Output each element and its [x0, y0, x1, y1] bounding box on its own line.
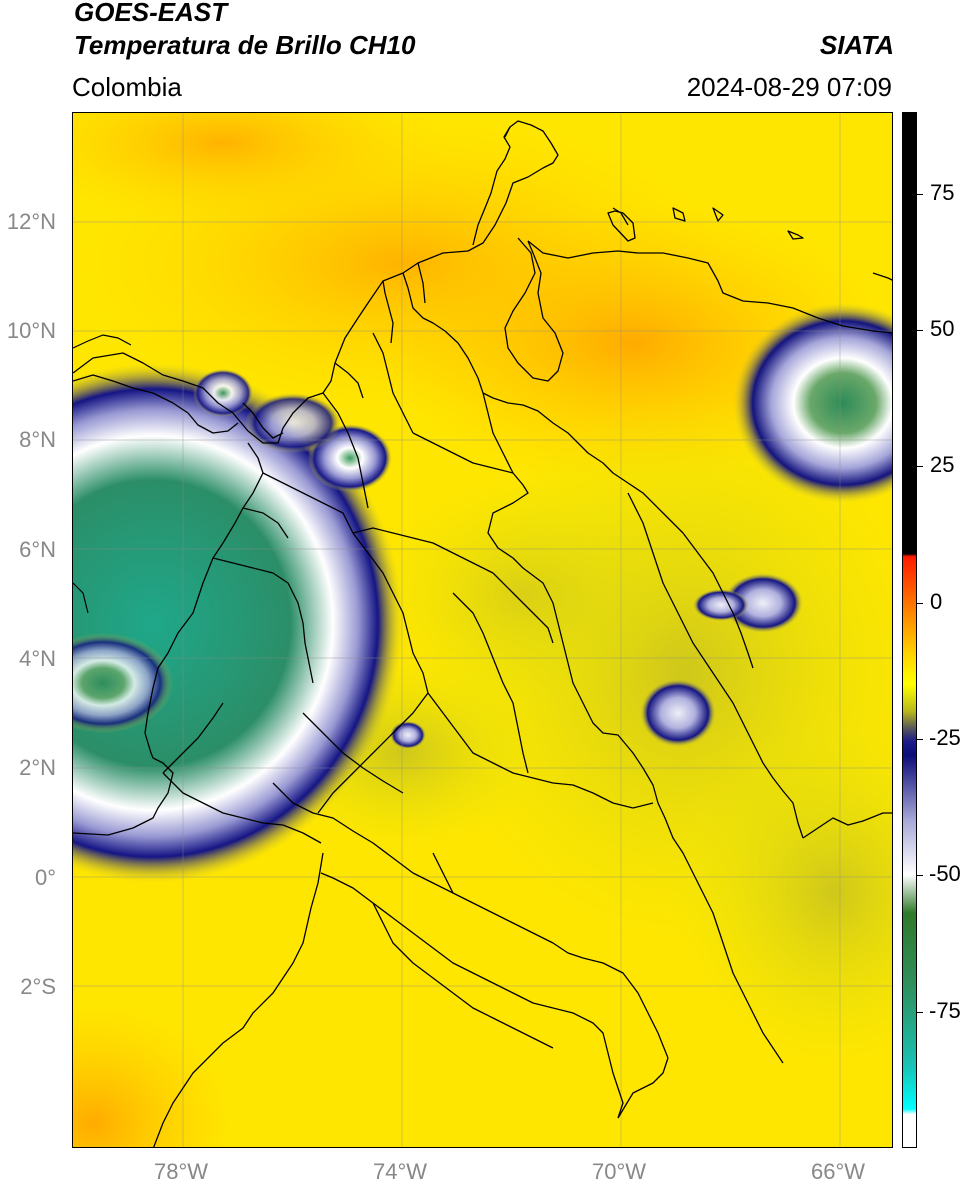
lat-tick-2s: 2°S	[20, 974, 56, 999]
colorbar-tick-mark	[917, 193, 923, 195]
colorbar-tick-mark	[917, 875, 923, 877]
colorbar-tick-label: 50	[930, 316, 955, 342]
lat-tick-6n: 6°N	[19, 537, 56, 562]
lon-tick-70w: 70°W	[592, 1159, 647, 1184]
temperature-field	[73, 113, 892, 1147]
map-panel	[72, 112, 893, 1148]
colorbar-tick-label: -75	[929, 997, 961, 1023]
lon-tick-66w: 66°W	[811, 1159, 866, 1184]
lat-tick-8n: 8°N	[19, 427, 56, 452]
map-canvas	[73, 113, 892, 1147]
product-title: Temperatura de Brillo CH10	[74, 30, 416, 60]
colorbar-tick-mark	[917, 330, 923, 332]
colorbar-tick-label: 25	[930, 452, 955, 478]
lon-tick-78w: 78°W	[154, 1159, 209, 1184]
colorbar-tick-label: 75	[930, 179, 955, 205]
nicaragua-coast	[73, 334, 132, 614]
datetime-label: 2024-08-29 07:09	[686, 72, 892, 102]
lon-tick-74w: 74°W	[373, 1159, 428, 1184]
region-label: Colombia	[72, 72, 182, 102]
gridlines	[73, 113, 892, 1147]
lat-tick-4n: 4°N	[19, 646, 56, 671]
colorbar	[902, 112, 917, 1148]
lat-tick-0: 0°	[34, 865, 56, 890]
colorbar-tick-mark	[917, 602, 923, 604]
colorbar-tick-mark	[917, 739, 923, 741]
colorbar-tick-label: 0	[930, 588, 943, 614]
lat-tick-12n: 12°N	[6, 209, 56, 234]
colorbar-tick-label: -25	[929, 725, 961, 751]
satellite-title: GOES-EAST	[74, 0, 228, 27]
source-label: SIATA	[819, 30, 894, 60]
colorbar-tick-mark	[917, 466, 923, 468]
colorbar-tick-label: -50	[929, 861, 961, 887]
lat-tick-10n: 10°N	[6, 318, 56, 343]
lat-tick-2n: 2°N	[19, 755, 56, 780]
borders	[73, 120, 892, 1147]
colorbar-tick-mark	[917, 1011, 923, 1013]
